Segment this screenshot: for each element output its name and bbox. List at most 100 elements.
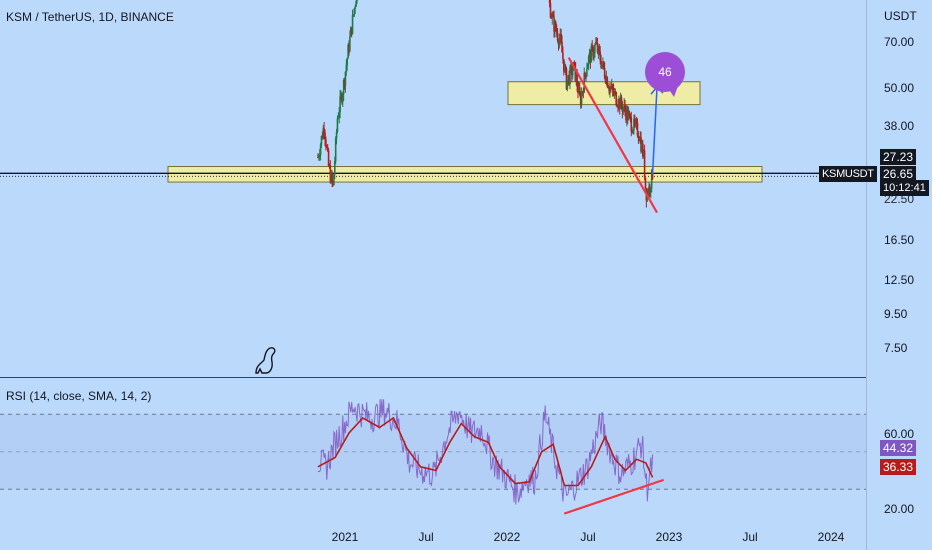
candle-body bbox=[617, 106, 619, 108]
candle-body bbox=[570, 66, 572, 68]
candle-body bbox=[648, 186, 650, 195]
candle-body bbox=[348, 45, 350, 51]
candle-body bbox=[605, 77, 608, 84]
price-axis-separator bbox=[866, 0, 867, 550]
candle-body bbox=[602, 61, 604, 65]
target-arrow-shaft bbox=[651, 87, 658, 175]
candle-body bbox=[332, 181, 334, 186]
candle-body bbox=[567, 75, 570, 80]
candle-body bbox=[331, 173, 333, 182]
candle-body bbox=[349, 36, 351, 51]
candle-body bbox=[561, 41, 563, 53]
candle-body bbox=[326, 146, 328, 148]
candle-body bbox=[584, 72, 586, 76]
candle-body bbox=[581, 91, 584, 94]
rsi-line bbox=[317, 399, 654, 505]
rsi-divergence-line bbox=[563, 478, 665, 515]
candle-body bbox=[571, 70, 574, 76]
candle-body bbox=[603, 68, 606, 78]
candle-body bbox=[629, 114, 632, 118]
candle-body bbox=[608, 88, 610, 91]
candle-body bbox=[345, 65, 348, 72]
candle-body bbox=[594, 42, 597, 45]
candle-body bbox=[637, 135, 640, 139]
candle-body bbox=[318, 156, 320, 158]
candle-body bbox=[593, 52, 595, 57]
candle-body bbox=[350, 27, 353, 34]
candle-body bbox=[633, 118, 635, 131]
candle-body bbox=[563, 59, 565, 72]
candle-body bbox=[611, 85, 614, 90]
candle-body bbox=[556, 33, 559, 41]
candle-body bbox=[595, 42, 598, 44]
candle-body bbox=[615, 92, 617, 105]
candle-body bbox=[589, 52, 592, 63]
price-tick: 50.00 bbox=[884, 81, 915, 95]
candle-body bbox=[604, 77, 607, 84]
candle-body bbox=[596, 43, 599, 53]
candle-body bbox=[638, 138, 641, 141]
candle-body bbox=[548, 0, 551, 4]
candle-body bbox=[318, 154, 321, 157]
candle-body bbox=[560, 34, 562, 42]
candle-body bbox=[620, 97, 623, 106]
candle-body bbox=[575, 74, 578, 81]
candle-body bbox=[578, 87, 580, 94]
candle-body bbox=[626, 108, 629, 120]
candle-body bbox=[597, 46, 600, 53]
candle-body bbox=[630, 117, 633, 132]
candle-body bbox=[610, 87, 612, 89]
time-label: 2021 bbox=[331, 530, 359, 544]
candle-body bbox=[564, 65, 567, 69]
candle-body bbox=[650, 169, 653, 189]
candle-body bbox=[326, 146, 329, 151]
rsi-legend[interactable]: RSI (14, close, SMA, 14, 2) bbox=[6, 389, 152, 403]
candle-body bbox=[625, 110, 627, 121]
candle-body bbox=[336, 118, 339, 132]
pane-separator[interactable] bbox=[0, 377, 866, 378]
candle-body bbox=[562, 52, 564, 60]
candle-body bbox=[599, 51, 602, 61]
candle-body bbox=[344, 71, 347, 86]
candle-body bbox=[587, 56, 590, 65]
candle-body bbox=[576, 74, 578, 87]
candle-body bbox=[555, 30, 558, 34]
level-price-tag: 27.23 bbox=[880, 149, 917, 165]
candle-body bbox=[342, 80, 345, 95]
candle-body bbox=[553, 16, 555, 32]
candle-body bbox=[563, 65, 566, 72]
dino-logo-icon bbox=[255, 347, 276, 374]
candle-body bbox=[650, 188, 652, 193]
candle-body bbox=[580, 93, 583, 106]
candle-body bbox=[578, 87, 581, 96]
candle-body bbox=[649, 186, 651, 193]
candle-body bbox=[651, 169, 654, 179]
candle-body bbox=[642, 143, 644, 157]
price-tick: 9.50 bbox=[884, 307, 908, 321]
candle-body bbox=[647, 190, 649, 195]
symbol-tag: KSMUSDT bbox=[819, 166, 877, 182]
candle-body bbox=[612, 89, 615, 95]
rsi-sma-line bbox=[317, 416, 654, 487]
candle-body bbox=[639, 137, 641, 141]
candle-body bbox=[352, 14, 355, 16]
candle-body bbox=[607, 86, 609, 89]
candle-body bbox=[325, 139, 327, 147]
candle-body bbox=[569, 67, 571, 85]
candle-body bbox=[586, 64, 589, 69]
candle-body bbox=[631, 131, 633, 133]
candle-body bbox=[627, 112, 630, 120]
candle-body bbox=[354, 6, 357, 9]
candle-body bbox=[582, 91, 585, 93]
candle-body bbox=[356, 0, 358, 2]
candle-body bbox=[591, 46, 594, 48]
candle-body bbox=[340, 94, 342, 97]
candle-body bbox=[573, 62, 576, 64]
candle-body bbox=[621, 105, 624, 112]
rsi-value-tag: 44.32 bbox=[880, 440, 917, 456]
candle-body bbox=[609, 87, 611, 91]
candle-body bbox=[319, 144, 322, 155]
symbol-legend[interactable]: KSM / TetherUS, 1D, BINANCE bbox=[6, 10, 174, 24]
candle-body bbox=[600, 60, 602, 68]
